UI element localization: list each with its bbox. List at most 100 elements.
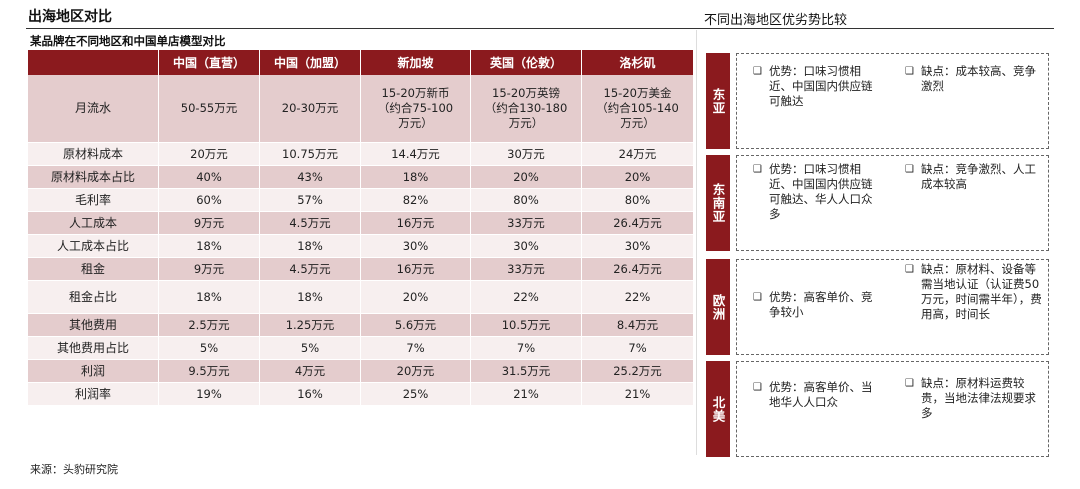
table-cell: 43% <box>260 166 361 189</box>
table-cell: 25.2万元 <box>582 360 693 383</box>
region-con: ❑ 缺点：原材料、设备等需当地认证（认证费50万元，时间需半年），费用高，时间长 <box>905 262 1045 322</box>
region-box: ❑ 优势：高客单价、竞争较小 ❑ 缺点：原材料、设备等需当地认证（认证费50万元，时间… <box>736 259 1049 355</box>
table-cell: 20% <box>582 166 693 189</box>
table-cell: 80% <box>471 189 582 212</box>
table-cell: 18% <box>159 235 260 258</box>
table-row: 人工成本占比 18% 18% 30% 30% 30% <box>28 235 693 258</box>
table-cell: 9万元 <box>159 212 260 235</box>
table-row: 毛利率 60% 57% 82% 80% 80% <box>28 189 693 212</box>
region-pro: ❑ 优势：高客单价、竞争较小 <box>753 290 877 320</box>
table-row: 租金占比 18% 18% 20% 22% 22% <box>28 281 693 314</box>
section-divider <box>696 30 697 455</box>
row-label: 原材料成本 <box>28 143 159 166</box>
table-cell: 30% <box>471 235 582 258</box>
table-cell: 18% <box>260 281 361 314</box>
region-comparison-title: 不同出海地区优劣势比较 <box>704 13 848 28</box>
table-cell: 31.5万元 <box>471 360 582 383</box>
table-cell: 16万元 <box>361 258 471 281</box>
row-label: 人工成本占比 <box>28 235 159 258</box>
checkbox-bullet-icon: ❑ <box>905 264 914 275</box>
table-cell: 26.4万元 <box>582 212 693 235</box>
table-cell: 7% <box>582 337 693 360</box>
row-label: 原材料成本占比 <box>28 166 159 189</box>
table-cell: 10.75万元 <box>260 143 361 166</box>
checkbox-bullet-icon: ❑ <box>905 378 914 389</box>
region-tag: 东亚 <box>706 53 730 149</box>
table-cell: 2.5万元 <box>159 314 260 337</box>
store-model-table: 中国（直营） 中国（加盟） 新加坡 英国（伦敦） 洛杉矶 月流水 50-55万元 20-30… <box>28 50 693 406</box>
table-cell: 8.4万元 <box>582 314 693 337</box>
region-box: ❑ 优势：高客单价、当地华人人口众 ❑ 缺点：原材料运费较贵，当地法律法规要求多 <box>736 361 1049 457</box>
row-label: 其他费用占比 <box>28 337 159 360</box>
table-cell: 20% <box>471 166 582 189</box>
table-cell: 15-20万美金 （约合105-140 万元） <box>582 75 693 143</box>
table-cell: 26.4万元 <box>582 258 693 281</box>
row-label: 毛利率 <box>28 189 159 212</box>
page-title: 出海地区对比 <box>28 9 112 25</box>
table-cell: 40% <box>159 166 260 189</box>
table-column-header: 中国（直营） <box>159 50 260 75</box>
table-cell: 82% <box>361 189 471 212</box>
region-box: ❑ 优势：口味习惯相近、中国国内供应链可触达 ❑ 缺点：成本较高、竞争激烈 <box>736 53 1049 149</box>
region-con-text: 缺点：竞争激烈、人工成本较高 <box>921 162 1036 191</box>
region-con: ❑ 缺点：原材料运费较贵，当地法律法规要求多 <box>905 376 1045 421</box>
region-card: 欧洲 ❑ 优势：高客单价、竞争较小 ❑ 缺点：原材料、设备等需当地认证（认证费50万元，… <box>706 259 1049 355</box>
table-cell: 20% <box>361 281 471 314</box>
table-cell: 33万元 <box>471 258 582 281</box>
region-tag: 东南亚 <box>706 155 730 251</box>
table-cell: 18% <box>159 281 260 314</box>
row-label: 月流水 <box>28 75 159 143</box>
table-cell: 5% <box>260 337 361 360</box>
checkbox-bullet-icon: ❑ <box>905 66 914 77</box>
region-pro: ❑ 优势：口味习惯相近、中国国内供应链可触达、华人人口众多 <box>753 162 877 222</box>
table-cell: 5.6万元 <box>361 314 471 337</box>
table-cell: 1.25万元 <box>260 314 361 337</box>
region-con: ❑ 缺点：竞争激烈、人工成本较高 <box>905 162 1045 192</box>
table-cell: 60% <box>159 189 260 212</box>
checkbox-bullet-icon: ❑ <box>753 164 762 175</box>
table-column-header: 新加坡 <box>361 50 471 75</box>
table-cell: 15-20万英镑 （约合130-180 万元） <box>471 75 582 143</box>
region-pro-text: 优势：高客单价、当地华人人口众 <box>769 380 873 409</box>
table-cell: 20-30万元 <box>260 75 361 143</box>
region-card: 北美 ❑ 优势：高客单价、当地华人人口众 ❑ 缺点：原材料运费较贵，当地法律法规要求多 <box>706 361 1049 457</box>
table-cell: 5% <box>159 337 260 360</box>
table-cell: 7% <box>471 337 582 360</box>
row-label: 其他费用 <box>28 314 159 337</box>
table-cell: 20万元 <box>361 360 471 383</box>
table-cell: 4万元 <box>260 360 361 383</box>
table-cell: 16万元 <box>361 212 471 235</box>
table-cell: 21% <box>582 383 693 406</box>
region-con-text: 缺点：原材料、设备等需当地认证（认证费50万元，时间需半年），费用高，时间长 <box>921 262 1042 321</box>
checkbox-bullet-icon: ❑ <box>753 382 762 393</box>
region-card: 东亚 ❑ 优势：口味习惯相近、中国国内供应链可触达 ❑ 缺点：成本较高、竞争激烈 <box>706 53 1049 149</box>
table-row: 利润率 19% 16% 25% 21% 21% <box>28 383 693 406</box>
table-cell: 33万元 <box>471 212 582 235</box>
table-cell: 19% <box>159 383 260 406</box>
row-label: 人工成本 <box>28 212 159 235</box>
table-cell: 10.5万元 <box>471 314 582 337</box>
table-header-corner <box>28 50 159 75</box>
table-cell: 20万元 <box>159 143 260 166</box>
table-cell: 18% <box>361 166 471 189</box>
table-row: 其他费用占比 5% 5% 7% 7% 7% <box>28 337 693 360</box>
table-cell: 4.5万元 <box>260 212 361 235</box>
source-note: 来源：头豹研究院 <box>30 463 118 476</box>
region-con-text: 缺点：原材料运费较贵，当地法律法规要求多 <box>921 376 1036 420</box>
row-label: 利润率 <box>28 383 159 406</box>
table-cell: 25% <box>361 383 471 406</box>
region-pro: ❑ 优势：口味习惯相近、中国国内供应链可触达 <box>753 64 877 109</box>
checkbox-bullet-icon: ❑ <box>905 164 914 175</box>
table-row: 其他费用 2.5万元 1.25万元 5.6万元 10.5万元 8.4万元 <box>28 314 693 337</box>
table-row: 原材料成本 20万元 10.75万元 14.4万元 30万元 24万元 <box>28 143 693 166</box>
table-header-row: 中国（直营） 中国（加盟） 新加坡 英国（伦敦） 洛杉矶 <box>28 50 693 75</box>
table-cell: 24万元 <box>582 143 693 166</box>
table-cell: 21% <box>471 383 582 406</box>
header-rule <box>26 28 1054 29</box>
table-cell: 30万元 <box>471 143 582 166</box>
table-cell: 50-55万元 <box>159 75 260 143</box>
table-row: 月流水 50-55万元 20-30万元 15-20万新币 （约合75-100 万元） 1… <box>28 75 693 143</box>
table-cell: 18% <box>260 235 361 258</box>
table-cell: 14.4万元 <box>361 143 471 166</box>
region-pro-text: 优势：口味习惯相近、中国国内供应链可触达 <box>769 64 873 108</box>
